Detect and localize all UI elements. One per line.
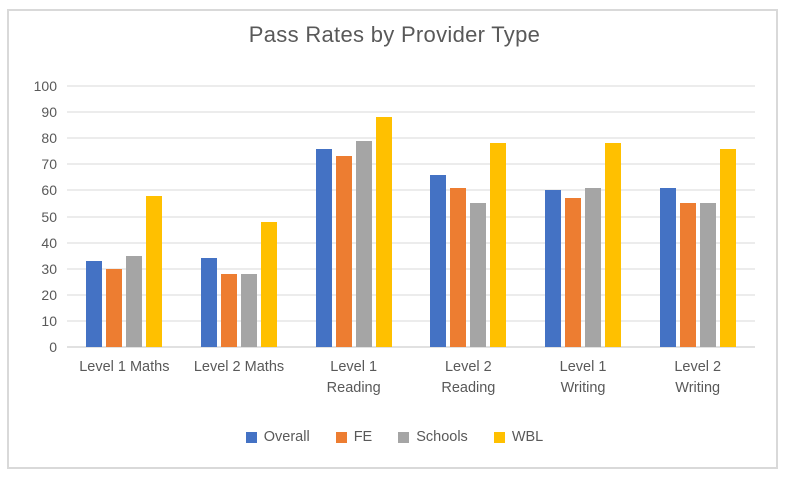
- bar-fe: [679, 203, 696, 347]
- bar-group: [526, 86, 641, 347]
- bar-schools: [470, 203, 487, 347]
- y-axis-tick-label: 40: [41, 234, 57, 251]
- bar-wbl: [146, 195, 163, 347]
- y-axis-tick-label: 60: [41, 182, 57, 199]
- bar-group: [67, 86, 182, 347]
- x-axis-category-label: Level 1 Reading: [326, 359, 381, 396]
- bar-schools: [355, 140, 372, 347]
- bar-overall: [430, 174, 447, 347]
- gridline: [67, 163, 755, 165]
- gridline: [67, 216, 755, 217]
- bar-overall: [545, 190, 562, 347]
- legend-swatch-icon: [245, 431, 257, 443]
- bar-schools: [126, 255, 143, 347]
- gridline: [67, 137, 755, 139]
- y-axis-tick-label: 10: [41, 312, 57, 329]
- y-axis-tick-label: 80: [41, 130, 57, 147]
- x-axis-category-label: Level 1 Maths: [79, 359, 170, 375]
- bar-group: [640, 86, 755, 347]
- x-axis-line: [67, 346, 755, 348]
- chart-title: Pass Rates by Provider Type: [248, 22, 541, 47]
- legend-swatch-icon: [493, 431, 505, 443]
- bar-wbl: [490, 143, 507, 347]
- bar-fe: [335, 156, 352, 347]
- bar-overall: [201, 258, 217, 347]
- x-axis-category-label: Level 2 Reading: [441, 359, 496, 396]
- legend-label: FE: [353, 429, 373, 445]
- legend-item-wbl: WBL: [493, 429, 544, 445]
- bar-schools: [585, 187, 602, 347]
- gridline: [67, 294, 755, 296]
- gridline: [67, 189, 755, 191]
- x-axis-category-label: Level 2 Maths: [193, 359, 285, 375]
- x-axis-category-label: Level 1 Writing: [559, 359, 607, 396]
- bar-group: [296, 86, 411, 347]
- legend-swatch-icon: [335, 431, 347, 443]
- bar-overall: [659, 187, 676, 347]
- bar-group: [182, 86, 297, 347]
- gridline: [67, 242, 755, 244]
- legend: Overall FE Schools WBL: [0, 429, 789, 445]
- legend-item-fe: FE: [335, 429, 373, 445]
- bar-schools: [699, 203, 716, 347]
- legend-label: Overall: [263, 429, 310, 445]
- bar-wbl: [261, 221, 277, 347]
- x-axis-category-label: Level 2 Writing: [674, 359, 722, 396]
- bar-schools: [241, 273, 257, 347]
- y-axis-tick-label: 50: [41, 208, 57, 225]
- legend-item-schools: Schools: [398, 429, 468, 445]
- bar-wbl: [719, 148, 736, 347]
- bar-fe: [106, 268, 123, 347]
- bar-fe: [450, 187, 467, 347]
- legend-swatch-icon: [398, 431, 410, 443]
- gridline: [67, 268, 755, 270]
- bar-wbl: [605, 143, 622, 347]
- legend-item-overall: Overall: [245, 429, 310, 445]
- y-axis-tick-label: 90: [41, 104, 57, 121]
- gridline: [67, 320, 755, 322]
- y-axis-tick-label: 100: [33, 78, 57, 94]
- bar-fe: [221, 273, 237, 347]
- legend-label: WBL: [511, 429, 544, 445]
- bar-overall: [86, 260, 103, 347]
- bar-group: [411, 86, 526, 347]
- legend-label: Schools: [416, 429, 468, 445]
- y-axis-tick-label: 70: [41, 156, 57, 173]
- y-axis-tick-label: 0: [49, 339, 57, 355]
- x-axis-labels: Level 1 Maths Level 2 Maths Level 1 Readin…: [67, 357, 755, 399]
- y-axis-tick-label: 30: [41, 260, 57, 277]
- gridline: [67, 85, 755, 87]
- plot-area: 0 10 20 30 40 50 60 70 80 90 100: [34, 79, 755, 354]
- bars-layer: [67, 86, 755, 347]
- gridline: [67, 111, 755, 113]
- bar-wbl: [375, 117, 392, 347]
- bar-fe: [565, 198, 582, 347]
- bar-overall: [315, 148, 332, 347]
- y-axis-tick-label: 20: [41, 286, 57, 303]
